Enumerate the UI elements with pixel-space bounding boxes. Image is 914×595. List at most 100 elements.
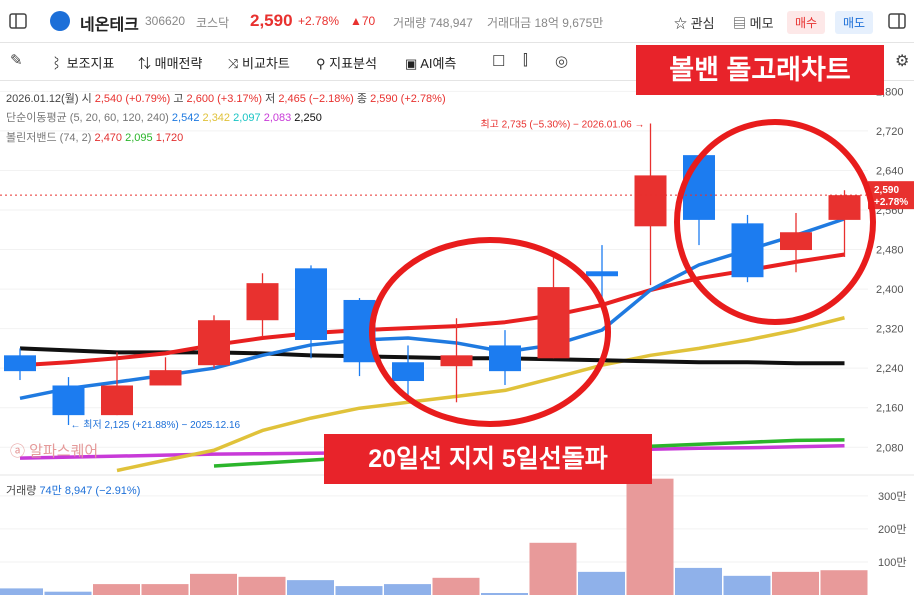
highlight-ellipse [674,119,876,325]
logo [50,11,70,31]
price: 2,590 [250,11,293,30]
ohlc-label: 저 [265,93,276,105]
volume-bar [772,571,819,595]
volume-bar [820,570,868,595]
market: 코스닥 [196,16,230,30]
high-annotation: 최고 2,735 (−5.30%) − 2026.01.06 → [480,118,644,130]
toolbar-label[interactable]: 비교차트 [242,56,290,71]
stock-name: 네온테크 [80,17,139,34]
ohlc-value: 2,465 (−2.18%) [278,93,354,105]
volume-bar [723,575,771,595]
candle-body [149,370,182,386]
y-tick-label: 200만 [878,523,906,536]
volume-bar [238,576,286,595]
volume-bar [0,588,43,595]
volume-value: 74만 8,947 (−2.91%) [39,485,141,497]
toolbar-item[interactable]: ⚲ 지표분석 [316,56,377,71]
sidebar-icon[interactable] [9,13,27,29]
y-tick-label: 300만 [878,490,906,503]
toolbar-icon[interactable]: ◎ [555,53,569,70]
highlight-ellipse [369,237,611,427]
toolbar-label[interactable]: AI예측 [420,56,457,71]
candle-body [198,320,230,366]
toolbar-icon[interactable]: ⫿ [523,52,528,69]
candle-body [537,287,570,359]
ohlc-label: 종 [356,93,368,105]
volume-bar [529,542,577,595]
button-label[interactable]: 메모 [749,16,774,31]
volume-bar [626,478,674,595]
stock-code: 306620 [145,14,186,28]
ohlc-value: 2,600 (+3.17%) [186,93,263,105]
ma-value: 2,083 [263,112,292,124]
panel-icon[interactable] [888,13,906,29]
candle-body [295,268,327,340]
candle-body [828,195,861,220]
candle-body [246,283,279,321]
y-tick-label: 100만 [878,556,906,569]
volume-bar [481,593,528,595]
bb-legend: 볼린저밴드 (74, 2) 2,470 2,095 1,720 [6,129,183,145]
volume-bar [675,567,722,595]
change-pct: +2.78% [298,14,340,28]
toolbar-icon[interactable]: ☐ [492,53,506,70]
volume-label: 거래량 [6,485,37,497]
toolbar-item[interactable]: ▣ AI예측 [405,56,457,71]
volume-bar [335,586,383,595]
toolbar-item[interactable]: ⌇ 보조지표 [50,56,115,71]
axis-panel [868,80,914,595]
y-tick-label: 2,320 [876,324,904,336]
ma-value: 2,342 [202,112,231,124]
y-tick-label: 2,720 [876,126,904,138]
candle-body [683,155,715,220]
candle-body [634,175,667,227]
y-tick-label: 2,640 [876,165,904,177]
draw-icon[interactable]: ✎ [10,52,23,69]
y-tick-label: 2,240 [876,363,904,375]
price-tag-text: 2,590 [874,185,899,196]
ohlc-label: 시 [81,93,92,105]
toolbar-label[interactable]: 지표분석 [329,56,377,71]
bb-label: 볼린저밴드 (74, 2) [6,132,92,144]
volume-bar [384,584,431,595]
y-tick-label: 2,160 [876,403,904,415]
button-label[interactable]: 관심 [690,16,715,31]
volume-bar [44,591,92,595]
bb-value: 2,470 [94,132,123,144]
candle-body [101,385,133,416]
candle-body [440,355,473,367]
y-tick-label: 2,480 [876,245,904,257]
ohlc-label: 고 [173,93,184,105]
indicator-line [116,316,845,473]
volume-legend: 거래량 74만 8,947 (−2.91%) [6,482,140,498]
y-tick-label: 2,080 [876,442,904,454]
low-annotation: ← 최저 2,125 (+21.88%) − 2025.12.16 [71,419,241,431]
ma-value: 2,250 [294,112,322,124]
date: 2026.01.12(월) [6,93,79,105]
ohlc-value: 2,540 (+0.79%) [94,93,171,105]
candle-body [489,345,521,372]
header: 네온테크 306620 코스닥 2,590 +2.78% ▲70 거래량 748… [0,0,914,43]
button[interactable]: ☆ 관심 [674,16,715,31]
price-tag-text: +2.78% [874,197,908,208]
buy-button[interactable]: 매수 [787,11,826,34]
toolbar-label[interactable]: 보조지표 [66,56,115,71]
button[interactable]: ▤ 메모 [733,16,774,31]
ma-legend: 단순이동평균 (5, 20, 60, 120, 240) 2,542 2,342… [6,109,322,125]
candle-body [52,385,85,416]
sell-button[interactable]: 매도 [835,11,874,34]
change: ▲70 [350,14,376,28]
volume-bar [141,584,189,595]
toolbar-item[interactable]: ⇅ 매매전략 [138,56,203,71]
y-tick-label: 2,400 [876,284,904,296]
toolbar-item[interactable]: ⤨ 비교차트 [228,56,290,71]
callout: 볼밴 돌고래차트 [636,45,884,95]
volume-bar [287,580,334,595]
bb-value: 1,720 [155,132,184,144]
ma-value: 2,097 [233,112,261,124]
amount: 거래대금 18억 9,675만 [487,16,604,30]
callout: 20일선 지지 5일선돌파 [324,434,652,484]
settings-icon[interactable]: ⚙ [895,53,910,70]
toolbar-label[interactable]: 매매전략 [154,56,203,71]
